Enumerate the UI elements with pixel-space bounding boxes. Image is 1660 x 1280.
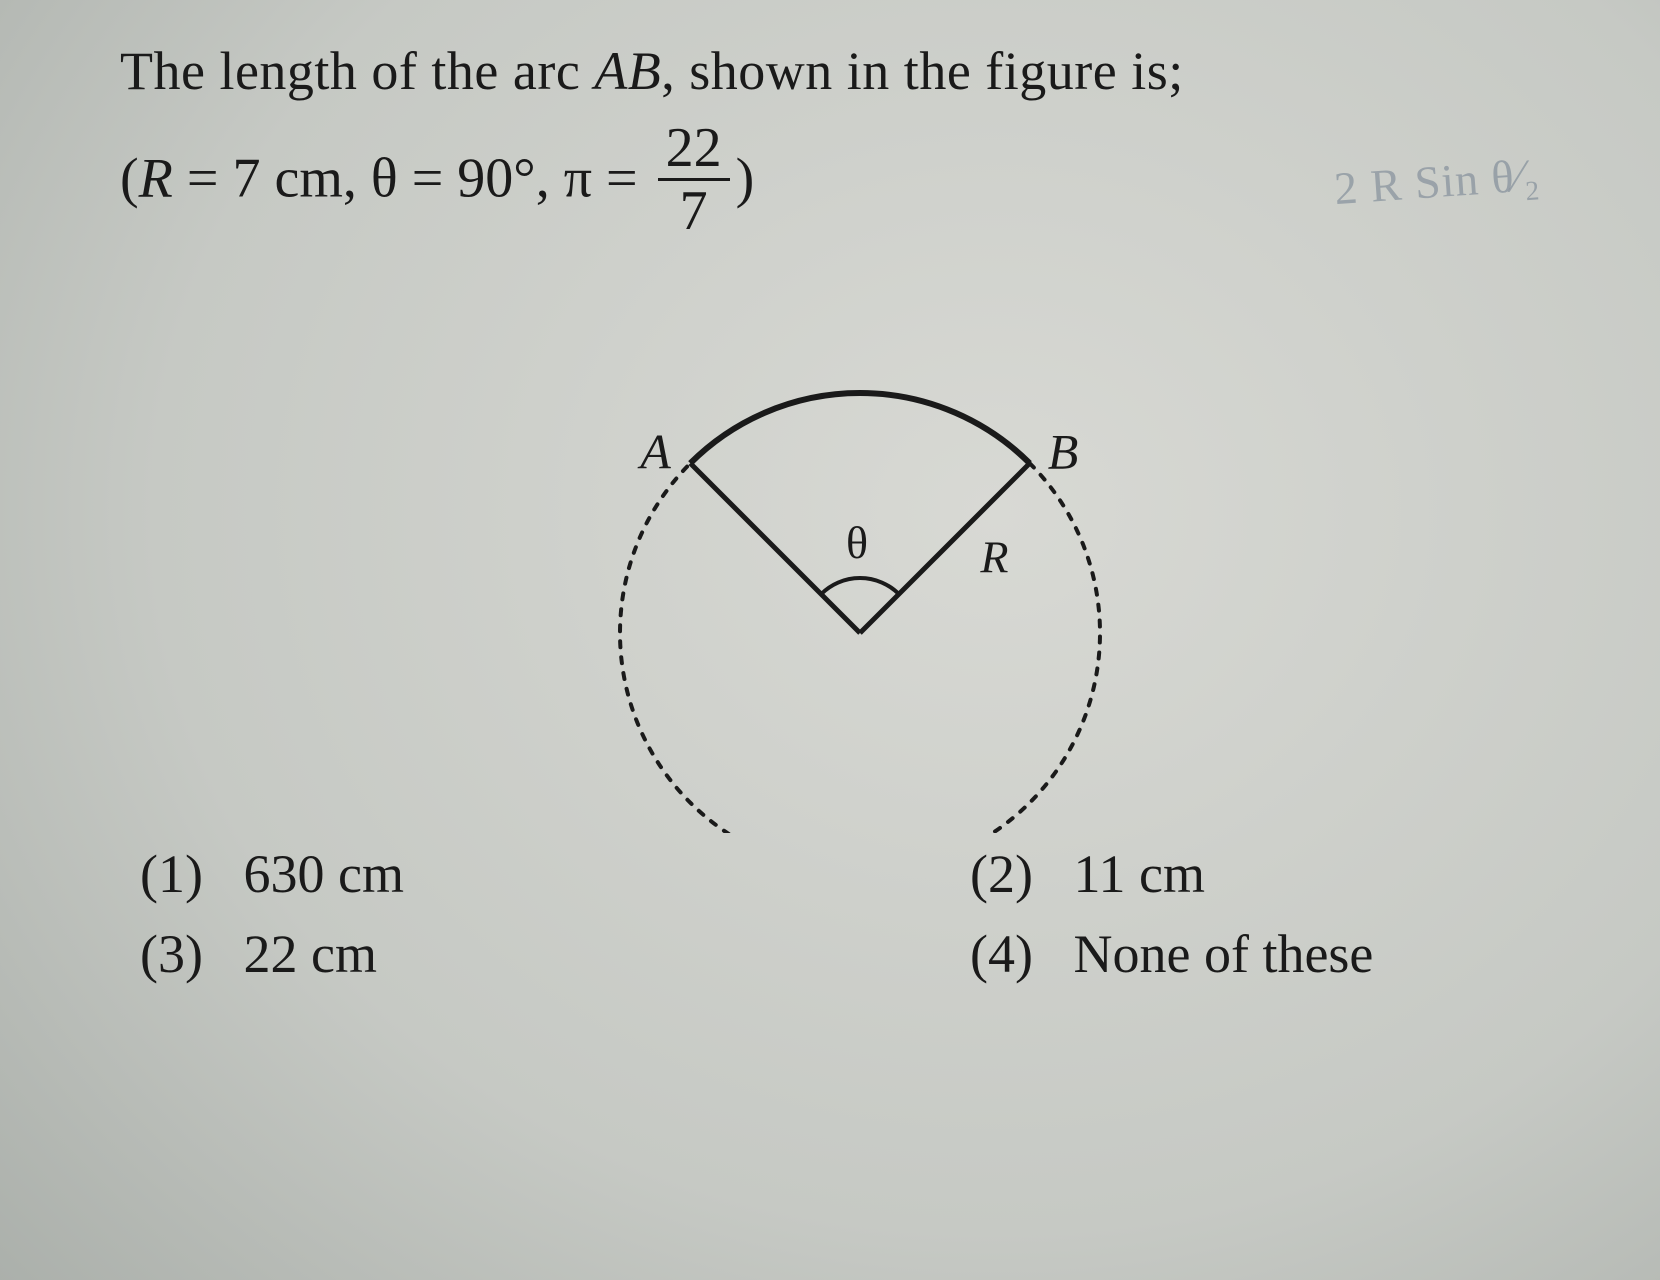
option-1-num: (1)	[140, 843, 230, 905]
q-suffix: , shown in the figure is;	[661, 41, 1183, 101]
eq2: =	[592, 147, 652, 209]
option-3-num: (3)	[140, 923, 230, 985]
pi-sym: π	[564, 147, 592, 209]
q-prefix: The length of the arc	[120, 41, 594, 101]
option-3[interactable]: (3) 22 cm	[140, 923, 770, 985]
solid-arc-ab	[690, 393, 1029, 463]
R-value: 7 cm,	[232, 147, 370, 209]
paren-open: (	[120, 147, 139, 209]
frac-den: 7	[658, 181, 730, 239]
theta-value: = 90°,	[398, 147, 564, 209]
option-2[interactable]: (2) 11 cm	[970, 843, 1600, 905]
radius-oa	[690, 463, 860, 633]
question-line-1: The length of the arc AB, shown in the f…	[120, 40, 1600, 102]
option-1-text: 630 cm	[244, 844, 404, 904]
fraction: 227	[658, 120, 730, 239]
option-4-text: None of these	[1074, 924, 1374, 984]
label-b: B	[1048, 423, 1079, 479]
R-label: R	[139, 147, 173, 209]
label-a: A	[637, 423, 671, 479]
paren-close: )	[736, 147, 755, 209]
figure-group: A B R θ	[620, 393, 1100, 833]
eq1: =	[173, 147, 233, 209]
theta-arc	[821, 578, 899, 594]
option-2-text: 11 cm	[1074, 844, 1205, 904]
options-grid: (1) 630 cm (2) 11 cm (3) 22 cm (4) None …	[140, 843, 1600, 985]
page: The length of the arc AB, shown in the f…	[0, 0, 1660, 1280]
frac-num: 22	[658, 120, 730, 181]
option-2-num: (2)	[970, 843, 1060, 905]
theta-sym: θ	[371, 147, 398, 209]
option-3-text: 22 cm	[244, 924, 377, 984]
option-1[interactable]: (1) 630 cm	[140, 843, 770, 905]
figure-svg: A B R θ	[510, 273, 1210, 833]
option-4-num: (4)	[970, 923, 1060, 985]
arc-label: AB	[594, 41, 661, 101]
label-r: R	[979, 532, 1008, 583]
label-theta: θ	[846, 517, 868, 568]
option-4[interactable]: (4) None of these	[970, 923, 1600, 985]
